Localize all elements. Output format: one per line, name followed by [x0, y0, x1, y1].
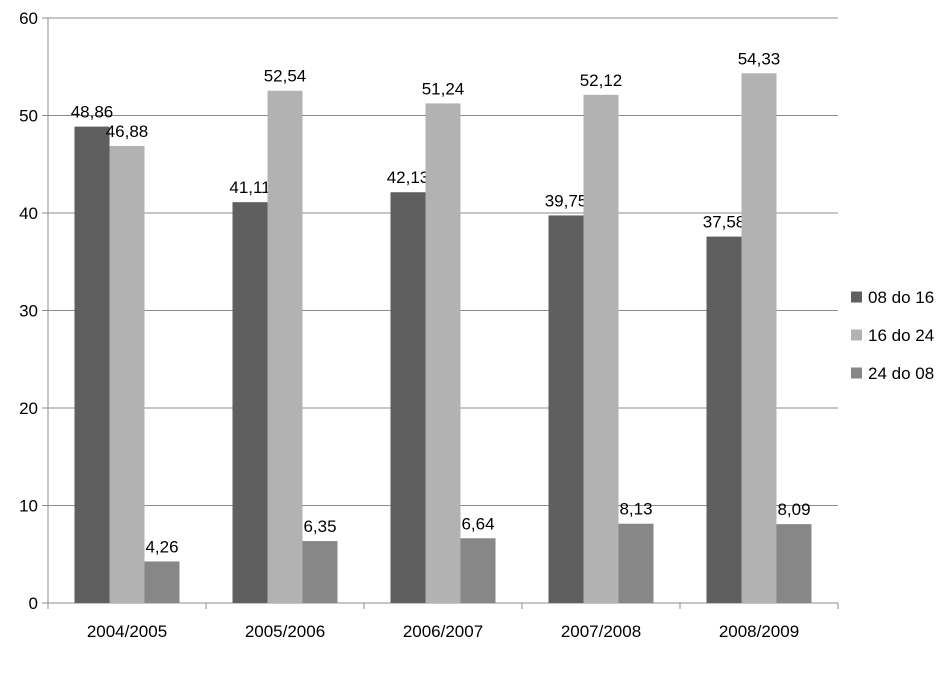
- bar: [425, 103, 461, 603]
- data-label: 52,54: [264, 67, 307, 86]
- bar: [583, 94, 619, 603]
- x-category-label: 2008/2009: [719, 622, 799, 641]
- x-category-label: 2006/2007: [403, 622, 483, 641]
- bar: [460, 538, 496, 603]
- bar: [548, 215, 584, 603]
- data-label: 41,11: [229, 178, 270, 197]
- bar: [390, 192, 426, 604]
- data-label: 46,88: [106, 122, 149, 141]
- x-category-label: 2005/2006: [245, 622, 325, 641]
- y-tick-label: 10: [19, 497, 38, 516]
- legend-swatch: [851, 367, 862, 379]
- y-tick-label: 0: [29, 594, 38, 613]
- data-label: 6,64: [461, 514, 494, 533]
- legend-label: 24 do 08: [868, 364, 934, 383]
- data-label: 8,09: [777, 500, 810, 519]
- legend-label: 08 do 16: [868, 288, 934, 307]
- data-label: 4,26: [145, 537, 178, 556]
- data-label: 54,33: [738, 49, 781, 68]
- y-tick-label: 60: [19, 9, 38, 28]
- legend-swatch: [851, 329, 862, 341]
- bar: [144, 561, 180, 603]
- data-label: 52,12: [580, 71, 623, 90]
- data-label: 42,13: [387, 168, 430, 187]
- data-label: 6,35: [303, 517, 336, 536]
- bar: [741, 73, 777, 604]
- data-label: 37,58: [703, 213, 746, 232]
- data-label: 51,24: [422, 79, 465, 98]
- bar: [706, 236, 742, 603]
- data-label: 8,13: [619, 500, 652, 519]
- legend-swatch: [851, 291, 862, 303]
- bar: [776, 524, 812, 603]
- y-tick-label: 20: [19, 399, 38, 418]
- bar: [74, 126, 110, 604]
- y-tick-label: 50: [19, 107, 38, 126]
- bar: [232, 202, 268, 604]
- x-category-label: 2007/2008: [561, 622, 641, 641]
- bar: [109, 145, 145, 604]
- legend-label: 16 do 24: [868, 326, 934, 345]
- y-tick-label: 30: [19, 302, 38, 321]
- y-tick-label: 40: [19, 204, 38, 223]
- data-label: 48,86: [71, 103, 114, 122]
- bar: [618, 523, 654, 603]
- bar: [267, 90, 303, 604]
- x-category-label: 2004/2005: [87, 622, 167, 641]
- bar: [302, 541, 338, 603]
- data-label: 39,75: [545, 191, 588, 210]
